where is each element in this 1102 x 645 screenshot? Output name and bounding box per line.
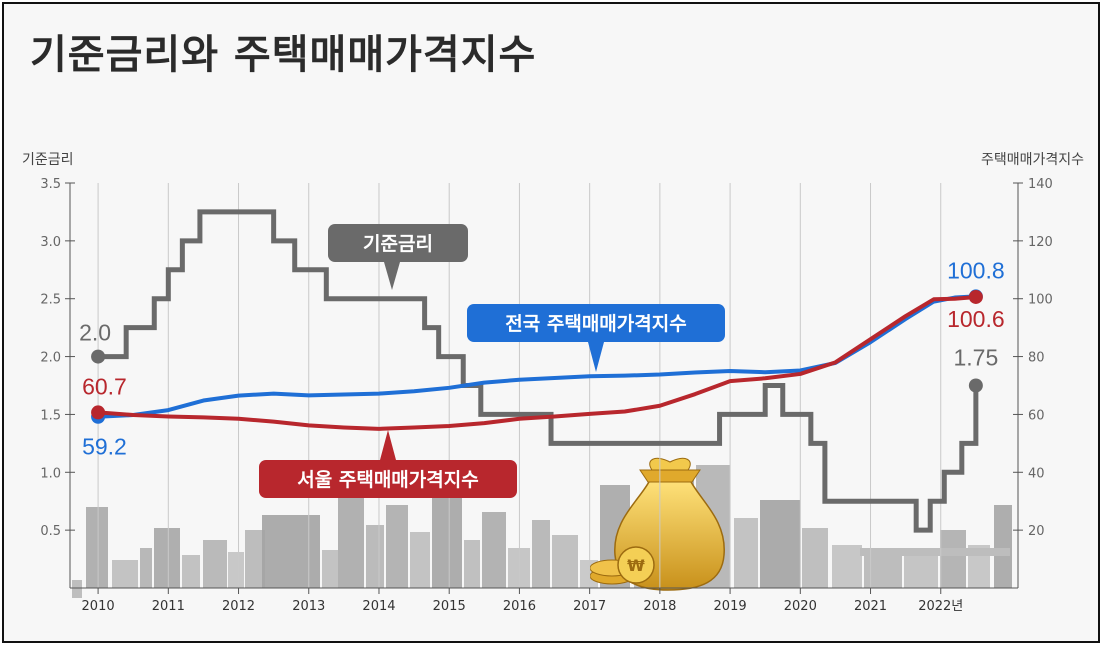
building-shape (366, 525, 384, 588)
series-end-point (968, 378, 983, 393)
x-tick-label: 2018 (643, 599, 676, 614)
building-shape (802, 528, 828, 588)
series-start-label: 60.7 (82, 373, 127, 399)
series-callout: 서울 주택매매가격지수 (259, 430, 517, 498)
callout-pointer (588, 342, 604, 372)
series-start-label: 59.2 (82, 434, 127, 460)
x-tick-label: 2022년 (918, 599, 963, 614)
left-tick-label: 1.0 (40, 466, 61, 481)
building-shape (734, 518, 758, 588)
x-tick-label: 2019 (714, 599, 747, 614)
building-shape (432, 498, 462, 588)
series-line-seoul (96, 294, 978, 431)
series-end-point (968, 289, 983, 304)
right-tick-label: 80 (1028, 351, 1045, 366)
building-shape (994, 505, 1012, 588)
building-shape (864, 552, 902, 588)
callout-label: 서울 주택매매가격지수 (297, 469, 478, 491)
building-shape (832, 545, 862, 588)
right-tick-label: 100 (1028, 293, 1053, 308)
callout-pointer (380, 430, 396, 460)
series-end-label: 100.6 (947, 306, 1005, 332)
building-shape (182, 555, 200, 588)
series-callout: 기준금리 (328, 224, 468, 290)
right-axis-label: 주택매매가격지수 (980, 152, 1084, 168)
series-start-point (91, 405, 106, 420)
callout-box (259, 460, 517, 498)
left-tick-label: 0.5 (40, 524, 61, 539)
building-shape (940, 530, 966, 588)
x-tick-label: 2011 (152, 599, 185, 614)
building-shape (552, 535, 578, 588)
bag-top-shape (649, 457, 691, 471)
callout-label: 기준금리 (363, 233, 433, 255)
building-shape (228, 552, 244, 588)
left-tick-label: 1.5 (40, 408, 61, 423)
x-tick-label: 2015 (433, 599, 466, 614)
x-tick-label: 2013 (292, 599, 325, 614)
series-start-label: 2.0 (79, 320, 111, 346)
left-tick-label: 2.0 (40, 351, 61, 366)
right-tick-label: 60 (1028, 408, 1045, 423)
x-tick-label: 2021 (854, 599, 887, 614)
callout-label: 전국 주택매매가격지수 (505, 313, 686, 335)
left-tick-label: 2.5 (40, 293, 61, 308)
x-tick-label: 2012 (222, 599, 255, 614)
building-shape (532, 520, 550, 588)
right-tick-label: 20 (1028, 524, 1045, 539)
series-callout: 전국 주택매매가격지수 (467, 304, 725, 372)
right-tick-label: 120 (1028, 235, 1053, 250)
series-end-label: 100.8 (947, 257, 1005, 283)
building-shape (112, 560, 138, 588)
callout-box (467, 304, 725, 342)
chart-title: 기준금리와 주택매매가격지수 (30, 32, 537, 78)
won-symbol: ₩ (627, 556, 645, 575)
building-shape (140, 548, 152, 588)
building-shape (386, 505, 408, 588)
x-tick-label: 2010 (82, 599, 115, 614)
building-shape (203, 540, 227, 588)
series-line-base-rate (95, 209, 979, 533)
left-tick-label: 3.5 (40, 177, 61, 192)
bridge-shape (860, 548, 1010, 556)
x-tick-label: 2014 (362, 599, 395, 614)
building-shape (338, 495, 364, 588)
right-tick-label: 40 (1028, 466, 1045, 481)
building-shape (86, 507, 108, 588)
bag-tie-shape (639, 469, 701, 483)
building-shape (322, 550, 338, 588)
series-end-label: 1.75 (953, 345, 998, 371)
building-shape (760, 500, 800, 588)
building-shape (154, 528, 180, 588)
x-tick-label: 2017 (573, 599, 606, 614)
money-bag-icon: ₩ (589, 457, 725, 591)
series-start-point (91, 349, 106, 364)
left-tick-label: 3.0 (40, 235, 61, 250)
x-tick-label: 2016 (503, 599, 536, 614)
x-tick-label: 2020 (784, 599, 817, 614)
right-tick-label: 140 (1028, 177, 1053, 192)
building-shape (72, 580, 82, 598)
building-shape (245, 530, 265, 588)
building-shape (482, 512, 506, 588)
left-axis-label: 기준금리 (22, 152, 74, 168)
building-shape (410, 532, 430, 588)
building-shape (262, 515, 320, 588)
building-shape (464, 540, 480, 588)
won-coin-icon (617, 546, 655, 584)
callout-box (328, 224, 468, 262)
callout-pointer (384, 262, 400, 290)
